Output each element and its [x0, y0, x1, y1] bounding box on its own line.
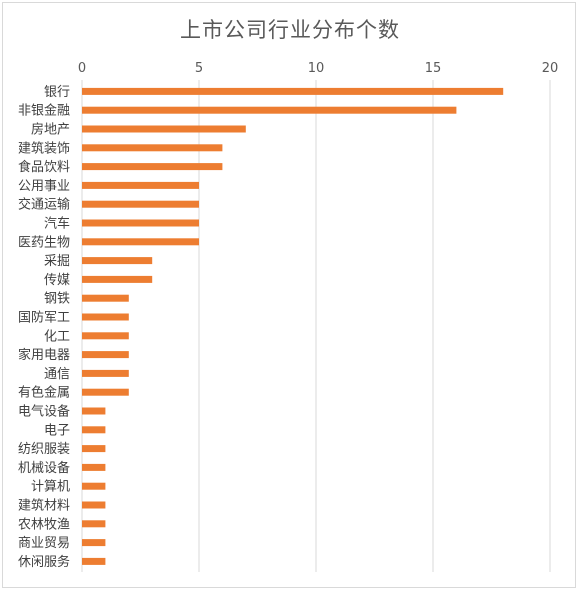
bar-5 [82, 181, 199, 189]
bar-22 [82, 501, 106, 509]
category-label: 食品饮料 [18, 159, 70, 175]
bar-0 [82, 87, 504, 95]
category-label: 银行 [44, 85, 70, 100]
chart-title: 上市公司行业分布个数 [180, 18, 400, 42]
category-label: 化工 [44, 329, 70, 344]
category-label: 农林牧渔 [18, 517, 70, 532]
bar-1 [82, 106, 457, 114]
x-tick-label: 20 [542, 61, 559, 76]
category-label: 房地产 [31, 122, 70, 138]
category-label: 建筑装饰 [18, 140, 70, 156]
bar-18 [82, 426, 106, 434]
bar-24 [82, 539, 106, 547]
category-label: 电气设备 [18, 404, 70, 420]
x-tick-label: 0 [78, 61, 86, 76]
category-label: 计算机 [31, 480, 70, 495]
bar-17 [82, 407, 106, 415]
bar-10 [82, 275, 153, 283]
bar-4 [82, 163, 223, 171]
bar-13 [82, 332, 129, 340]
x-tick-label: 10 [308, 61, 325, 76]
bar-23 [82, 520, 106, 528]
bar-25 [82, 557, 106, 565]
bar-14 [82, 351, 129, 359]
bar-11 [82, 294, 129, 302]
category-label: 有色金属 [18, 385, 70, 401]
category-label: 钢铁 [44, 292, 70, 307]
x-tick-label: 15 [425, 61, 442, 76]
category-label: 国防军工 [18, 310, 70, 326]
gridlines [81, 80, 551, 572]
bar-20 [82, 463, 106, 471]
bar-8 [82, 238, 199, 246]
bar-3 [82, 144, 223, 152]
bar-6 [82, 200, 199, 208]
category-label: 建筑材料 [18, 498, 70, 514]
category-label: 非银金融 [18, 103, 70, 119]
bar-12 [82, 313, 129, 321]
category-label: 公用事业 [18, 179, 70, 194]
bar-21 [82, 482, 106, 490]
x-axis-tick-labels: 0 5 10 15 20 [78, 61, 558, 76]
category-labels: 银行非银金融房地产建筑装饰食品饮料公用事业交通运输汽车医药生物采掘传媒钢铁国防军… [18, 85, 70, 570]
bar-19 [82, 445, 106, 453]
category-label: 交通运输 [18, 197, 70, 213]
category-label: 通信 [44, 367, 70, 382]
bars [82, 87, 504, 565]
bar-9 [82, 257, 153, 265]
x-tick-label: 5 [195, 61, 203, 76]
category-label: 汽车 [44, 216, 70, 232]
category-label: 传媒 [44, 273, 70, 288]
bar-15 [82, 369, 129, 377]
category-label: 医药生物 [18, 235, 70, 250]
bar-2 [82, 125, 246, 133]
bar-7 [82, 219, 199, 227]
category-label: 商业贸易 [18, 536, 70, 551]
category-label: 采掘 [44, 254, 70, 269]
category-label: 休闲服务 [18, 554, 70, 570]
category-label: 纺织服装 [18, 442, 70, 457]
bar-16 [82, 388, 129, 396]
category-label: 电子 [44, 423, 70, 438]
category-label: 机械设备 [18, 460, 70, 476]
category-label: 家用电器 [18, 347, 70, 363]
